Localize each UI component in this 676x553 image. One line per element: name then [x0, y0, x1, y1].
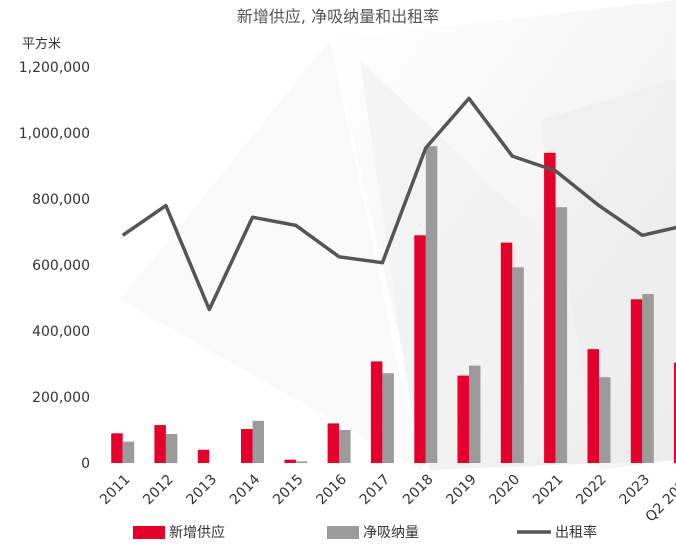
- bar-net-absorption-2011: [122, 441, 135, 463]
- bar-net-absorption-2012: [165, 434, 178, 463]
- y-tick-label: 600,000: [32, 258, 90, 274]
- bar-new-supply-2020: [500, 242, 513, 463]
- bar-new-supply-2014: [241, 429, 253, 463]
- bar-new-supply-2023: [630, 299, 643, 463]
- bar-new-supply-2022: [587, 349, 599, 463]
- bar-new-supply-2011: [111, 433, 123, 463]
- bar-net-absorption-2014: [252, 420, 264, 463]
- chart-title: 新增供应, 净吸纳量和出租率: [237, 7, 439, 26]
- bar-new-supply-2013: [197, 449, 210, 463]
- bar-net-absorption-2016: [339, 430, 351, 463]
- bar-new-supply-2021: [544, 152, 556, 464]
- bar-net-absorption-2023: [642, 294, 654, 463]
- y-axis-ticks: 1,200,000 1,000,000 800,000 600,000 400,000 2…: [19, 60, 90, 472]
- bar-new-supply-2015: [284, 459, 296, 463]
- bar-new-supply-2018: [414, 235, 426, 463]
- occupancy-line: [121, 96, 676, 312]
- bar-series: [111, 146, 676, 464]
- legend: 新增供应 净吸纳量 出租率: [133, 524, 597, 541]
- bar-new-supply-Q2-2024: [674, 362, 676, 463]
- legend-swatch: [133, 526, 165, 539]
- y-axis-label: 平方米: [22, 36, 61, 52]
- bar-new-supply-2019: [457, 375, 469, 463]
- bar-net-absorption-2017: [382, 373, 394, 463]
- y-tick-label: 1,000,000: [19, 126, 90, 142]
- bar-net-absorption-2019: [469, 365, 481, 463]
- y-tick-label: 0: [81, 456, 90, 472]
- legend-label: 净吸纳量: [363, 525, 419, 541]
- y-tick-label: 200,000: [32, 390, 90, 406]
- bar-net-absorption-2022: [599, 377, 611, 463]
- line-series: [121, 96, 676, 312]
- legend-swatch: [327, 526, 359, 539]
- y-tick-label: 400,000: [32, 324, 90, 340]
- bar-net-absorption-2015: [295, 461, 308, 463]
- bar-net-absorption-2020: [512, 267, 524, 463]
- y-tick-label: 800,000: [32, 192, 90, 208]
- bar-net-absorption-2021: [555, 207, 568, 463]
- legend-label: 新增供应: [169, 524, 225, 541]
- bar-new-supply-2012: [154, 425, 166, 463]
- bar-net-absorption-2018: [425, 146, 438, 463]
- legend-label: 出租率: [555, 524, 597, 541]
- y-tick-label: 1,200,000: [19, 60, 90, 76]
- bar-new-supply-2016: [327, 423, 340, 463]
- bar-new-supply-2017: [370, 361, 383, 463]
